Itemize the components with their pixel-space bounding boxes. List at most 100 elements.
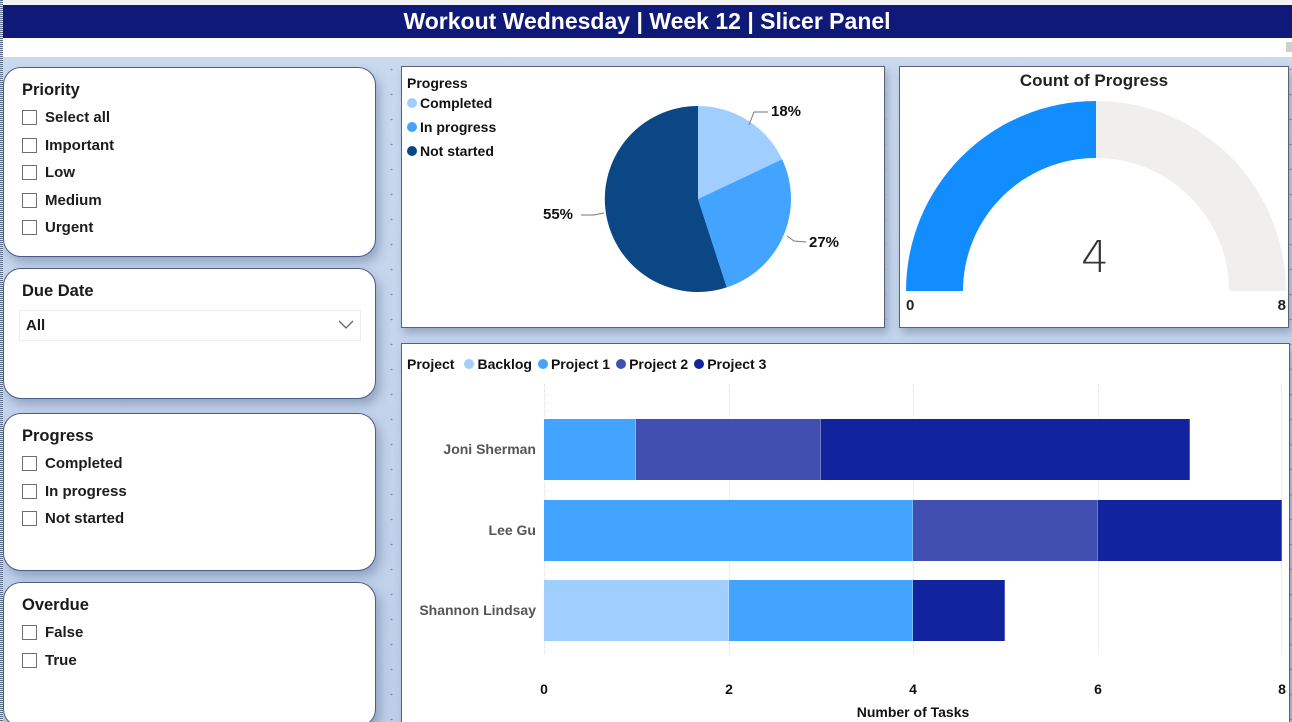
checkbox[interactable]: [22, 652, 37, 668]
gauge-value: 4: [1081, 232, 1109, 283]
slicer-option-low[interactable]: Low: [22, 162, 75, 182]
option-label: Completed: [45, 454, 123, 472]
option-label: False: [45, 623, 84, 641]
tasks-by-person-bar-chart[interactable]: Project Backlog Project 1 Project 2 Proj…: [401, 343, 1290, 722]
pie-slice-in-progress[interactable]: [698, 159, 791, 288]
pie-slice-not-started[interactable]: [604, 105, 727, 292]
option-label: Medium: [45, 191, 102, 209]
bar-row-shannon-lindsay[interactable]: [544, 580, 1282, 641]
bar-segment-project-2[interactable]: [913, 500, 1098, 561]
legend-item-backlog[interactable]: Backlog: [464, 356, 532, 372]
slicer-title: Overdue: [22, 596, 89, 614]
bar-segment-project-2[interactable]: [636, 419, 821, 480]
bar-segment-backlog[interactable]: [544, 580, 729, 641]
option-label: True: [45, 651, 77, 669]
y-axis-labels: Joni Sherman Lee Gu Shannon Lindsay: [402, 384, 536, 654]
checkbox[interactable]: [22, 483, 37, 499]
checkbox[interactable]: [22, 137, 37, 153]
legend-dot-icon: [694, 359, 705, 369]
gauge-max: 8: [1277, 297, 1286, 314]
plot-area: [544, 384, 1282, 654]
chevron-down-icon[interactable]: [338, 318, 354, 330]
progress-pie-chart[interactable]: Progress Completed In progress Not start…: [401, 66, 885, 328]
bar-segment-project-1[interactable]: [729, 580, 913, 641]
legend-dot-icon: [407, 122, 417, 132]
legend-item-project-1[interactable]: Project 1: [537, 356, 610, 372]
bar-row-joni-sherman[interactable]: [544, 419, 1282, 480]
pie-label-completed: 18%: [771, 103, 802, 120]
x-tick: 4: [909, 681, 917, 697]
legend-item-project-2[interactable]: Project 2: [616, 356, 688, 372]
due-date-dropdown[interactable]: All: [19, 310, 361, 341]
legend-item-completed[interactable]: Completed: [407, 95, 496, 111]
bar-segment-project-3[interactable]: [1098, 500, 1282, 561]
left-edge-border: [0, 0, 3, 722]
bar-segment-project-3[interactable]: [821, 419, 1190, 480]
option-label: Select all: [45, 108, 111, 126]
slicer-title: Progress: [22, 427, 94, 445]
x-tick: 0: [540, 681, 548, 697]
checkbox[interactable]: [22, 192, 37, 208]
pie-label-not-started: 55%: [543, 206, 574, 223]
slicer-option-not-started[interactable]: Not started: [22, 508, 124, 528]
gauge-fill: [906, 101, 1096, 291]
legend-label: Backlog: [477, 356, 532, 372]
option-label: In progress: [45, 482, 127, 500]
legend-title: Progress: [407, 75, 468, 91]
legend-item-project-3[interactable]: Project 3: [694, 356, 766, 372]
x-tick: 2: [725, 681, 733, 697]
scroll-handle[interactable]: [1286, 42, 1292, 52]
bar-segment-project-1[interactable]: [544, 419, 636, 480]
bar-row-lee-gu[interactable]: [544, 500, 1282, 561]
x-tick: 6: [1094, 681, 1102, 697]
y-label: Shannon Lindsay: [419, 602, 536, 618]
x-tick: 8: [1278, 681, 1286, 697]
count-of-progress-gauge[interactable]: Count of Progress 4 0 8: [899, 66, 1289, 328]
slicer-option-in-progress[interactable]: In progress: [22, 481, 127, 501]
spacer-band: [0, 38, 1292, 57]
y-label: Lee Gu: [488, 522, 536, 538]
y-label: Joni Sherman: [443, 441, 536, 457]
slicer-option-completed[interactable]: Completed: [22, 453, 123, 473]
bar-segment-project-3[interactable]: [913, 580, 1005, 641]
slicer-option-medium[interactable]: Medium: [22, 190, 102, 210]
checkbox[interactable]: [22, 624, 37, 640]
bar-segment-project-1[interactable]: [544, 500, 913, 561]
pie-svg: [581, 105, 807, 292]
checkbox[interactable]: [22, 219, 37, 235]
slicer-option-important[interactable]: Important: [22, 135, 114, 155]
checkbox[interactable]: [22, 455, 37, 471]
legend-item-in-progress[interactable]: In progress: [407, 119, 496, 135]
slicer-option-urgent[interactable]: Urgent: [22, 217, 93, 237]
option-label: Urgent: [45, 218, 94, 236]
top-strip: [0, 0, 1292, 5]
legend-label: Project 2: [629, 356, 689, 372]
option-label: Important: [45, 136, 115, 154]
dropdown-value: All: [26, 317, 46, 334]
priority-slicer: Priority Select all Important Low Medium…: [3, 67, 376, 257]
gauge-min: 0: [906, 297, 915, 314]
option-label: Low: [45, 163, 75, 181]
x-axis-title: Number of Tasks: [856, 704, 970, 720]
legend-label: Completed: [420, 95, 493, 111]
legend-label: Project 3: [707, 356, 767, 372]
gauge-title: Count of Progress: [1019, 71, 1169, 90]
slicer-option-select-all[interactable]: Select all: [22, 107, 110, 127]
page-title: Workout Wednesday | Week 12 | Slicer Pan…: [2, 5, 1292, 38]
gauge-track: [1096, 101, 1286, 291]
gauge-svg: [906, 101, 1286, 291]
checkbox[interactable]: [22, 164, 37, 180]
option-label: Not started: [45, 509, 125, 527]
slicer-option-false[interactable]: False: [22, 622, 83, 642]
slicer-option-true[interactable]: True: [22, 650, 77, 670]
legend-item-not-started[interactable]: Not started: [407, 143, 496, 159]
pie-slice-completed[interactable]: [698, 106, 783, 199]
progress-slicer: Progress Completed In progress Not start…: [3, 413, 376, 571]
overdue-slicer: Overdue False True: [3, 582, 376, 722]
legend-dot-icon: [464, 359, 475, 369]
legend-dot-icon: [407, 98, 417, 108]
bar-legend: Project Backlog Project 1 Project 2 Proj…: [407, 356, 766, 372]
checkbox[interactable]: [22, 109, 37, 125]
due-date-slicer: Due Date All: [3, 268, 376, 399]
checkbox[interactable]: [22, 510, 37, 526]
